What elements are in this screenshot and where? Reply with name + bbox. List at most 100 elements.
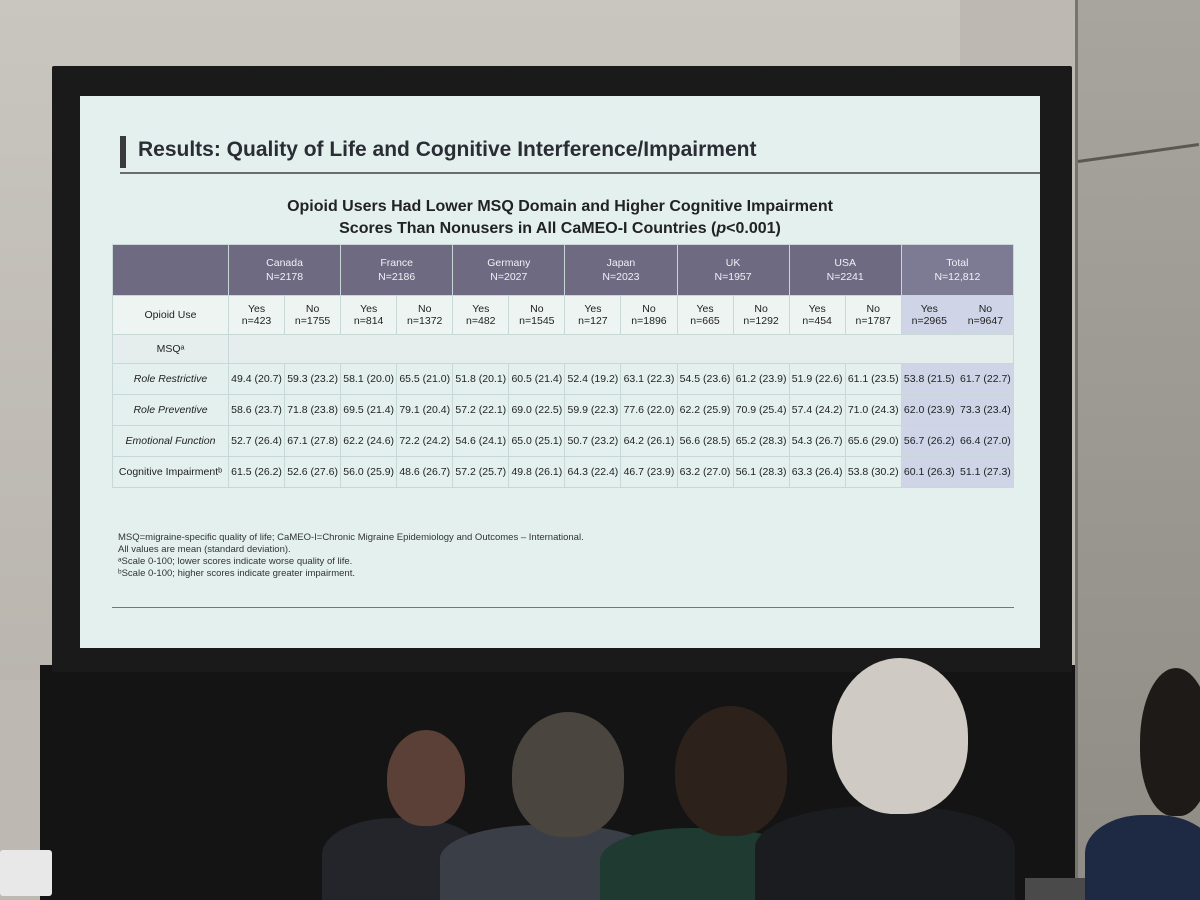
group-count: n=454: [802, 315, 832, 327]
row-label: Cognitive Impairmentᵇ: [112, 456, 229, 488]
value-cell: 65.6 (29.0): [844, 425, 902, 457]
value-cell: 52.6 (27.6): [284, 456, 342, 488]
group-label: No: [305, 303, 320, 315]
value-cell: 59.9 (22.3): [564, 394, 622, 426]
opioid-group-cell: Yes n=127: [564, 295, 622, 335]
opioid-group-cell: No n=1896: [620, 295, 678, 335]
country-name: USA: [834, 257, 856, 269]
value-cell: 50.7 (23.2): [564, 425, 622, 457]
group-label: Yes: [584, 303, 602, 315]
value-cell: 62.2 (24.6): [340, 425, 398, 457]
value-cell: 65.0 (25.1): [508, 425, 566, 457]
group-count: n=1372: [407, 315, 443, 327]
section-filler: [228, 334, 1014, 364]
country-header: France N=2186: [340, 244, 454, 296]
value-cell: 64.2 (26.1): [620, 425, 678, 457]
country-sample-size: N=2027: [490, 271, 528, 283]
value-cell: 52.4 (19.2): [564, 363, 622, 395]
value-cell: 60.1 (26.3): [900, 456, 958, 488]
slide-title: Results: Quality of Life and Cognitive I…: [138, 138, 757, 161]
opioid-group-cell: No n=1545: [508, 295, 566, 335]
value-cell: 53.8 (30.2): [844, 456, 902, 488]
opioid-group-cell: Yes n=482: [452, 295, 510, 335]
value-cell: 58.1 (20.0): [340, 363, 398, 395]
footnote: ᵃScale 0-100; lower scores indicate wors…: [118, 556, 353, 567]
table-row: Role Preventive 58.6 (23.7) 71.8 (23.8) 69.…: [112, 394, 1015, 426]
country-sample-size: N=2178: [266, 271, 304, 283]
value-cell: 61.7 (22.7): [956, 363, 1015, 395]
country-name: Total: [946, 257, 969, 269]
value-cell: 59.3 (23.2): [284, 363, 342, 395]
value-cell: 71.0 (24.3): [844, 394, 902, 426]
opioid-use-row: Opioid Use Yes n=423 No n=1755 Yes n=814 No n=13…: [112, 295, 1015, 335]
value-cell: 51.9 (22.6): [788, 363, 846, 395]
value-cell: 51.1 (27.3): [956, 456, 1015, 488]
table-row: Cognitive Impairmentᵇ 61.5 (26.2) 52.6 (27…: [112, 456, 1015, 488]
wall-seam: [1075, 0, 1078, 900]
value-cell: 77.6 (22.0): [620, 394, 678, 426]
value-cell: 53.8 (21.5): [900, 363, 958, 395]
table-row: Emotional Function 52.7 (26.4) 67.1 (27.8)…: [112, 425, 1015, 457]
heading-p-symbol: p: [716, 220, 727, 237]
group-label: No: [530, 303, 544, 315]
opioid-group-cell: Yes n=665: [676, 295, 734, 335]
group-label: Yes: [247, 303, 266, 315]
opioid-group-cell: Yes n=2965: [900, 295, 958, 335]
value-cell: 56.7 (26.2): [900, 425, 958, 457]
table-row: Role Restrictive 49.4 (20.7) 59.3 (23.2) 58…: [112, 363, 1015, 395]
row-label: Role Preventive: [112, 394, 229, 426]
value-cell: 63.3 (26.4): [788, 456, 846, 488]
value-cell: 56.1 (28.3): [732, 456, 790, 488]
footnote: All values are mean (standard deviation)…: [118, 544, 291, 555]
slide-header: Results: Quality of Life and Cognitive I…: [120, 134, 1040, 174]
value-cell: 63.2 (27.0): [676, 456, 734, 488]
chair-back: [1025, 878, 1085, 900]
country-sample-size: N=12,812: [934, 271, 981, 283]
value-cell: 65.2 (28.3): [732, 425, 790, 457]
table-heading-line1: Opioid Users Had Lower MSQ Domain and Hi…: [287, 198, 833, 215]
heading-text-b: <0.001): [726, 220, 781, 237]
value-cell: 63.1 (22.3): [620, 363, 678, 395]
section-label: MSQᵃ: [112, 334, 229, 364]
value-cell: 62.0 (23.9): [900, 394, 958, 426]
value-cell: 61.1 (23.5): [844, 363, 902, 395]
title-accent-bar: [120, 136, 126, 168]
country-sample-size: N=1957: [714, 271, 752, 283]
value-cell: 54.3 (26.7): [788, 425, 846, 457]
projected-slide: Results: Quality of Life and Cognitive I…: [80, 96, 1040, 648]
footnote: MSQ=migraine-specific quality of life; C…: [118, 532, 584, 543]
audience-member-head: [512, 712, 624, 837]
value-cell: 58.6 (23.7): [227, 394, 286, 426]
projector-device: [0, 850, 52, 896]
group-count: n=9647: [967, 315, 1004, 327]
value-cell: 73.3 (23.4): [956, 394, 1015, 426]
footer-divider: [112, 607, 1014, 608]
country-name: Germany: [487, 257, 531, 269]
value-cell: 52.7 (26.4): [227, 425, 286, 457]
audience-member-body: [1085, 815, 1200, 900]
opioid-group-cell: Yes n=814: [340, 295, 398, 335]
row-label: Opioid Use: [112, 295, 229, 335]
value-cell: 60.5 (21.4): [508, 363, 566, 395]
value-cell: 61.2 (23.9): [732, 363, 790, 395]
value-cell: 56.6 (28.5): [676, 425, 734, 457]
table-header-row: Canada N=2178 France N=2186 Germany N=2027 Jap…: [112, 244, 1015, 296]
group-count: n=1545: [519, 315, 555, 327]
group-count: n=814: [353, 315, 384, 327]
header-corner: [112, 244, 229, 296]
group-count: n=1755: [294, 315, 331, 327]
country-header: Germany N=2027: [452, 244, 566, 296]
country-sample-size: N=2186: [378, 271, 416, 283]
value-cell: 49.4 (20.7): [227, 363, 286, 395]
group-count: n=1787: [855, 315, 891, 327]
group-count: n=1896: [631, 315, 667, 327]
group-label: No: [978, 303, 993, 315]
table-heading-line2: Scores Than Nonusers in All CaMEO-I Coun…: [80, 218, 1040, 240]
country-name: Canada: [266, 257, 303, 269]
group-count: n=1292: [743, 315, 779, 327]
group-label: Yes: [360, 303, 378, 315]
country-name: Japan: [606, 257, 636, 269]
row-label: Emotional Function: [112, 425, 229, 457]
value-cell: 72.2 (24.2): [396, 425, 454, 457]
value-cell: 56.0 (25.9): [340, 456, 398, 488]
